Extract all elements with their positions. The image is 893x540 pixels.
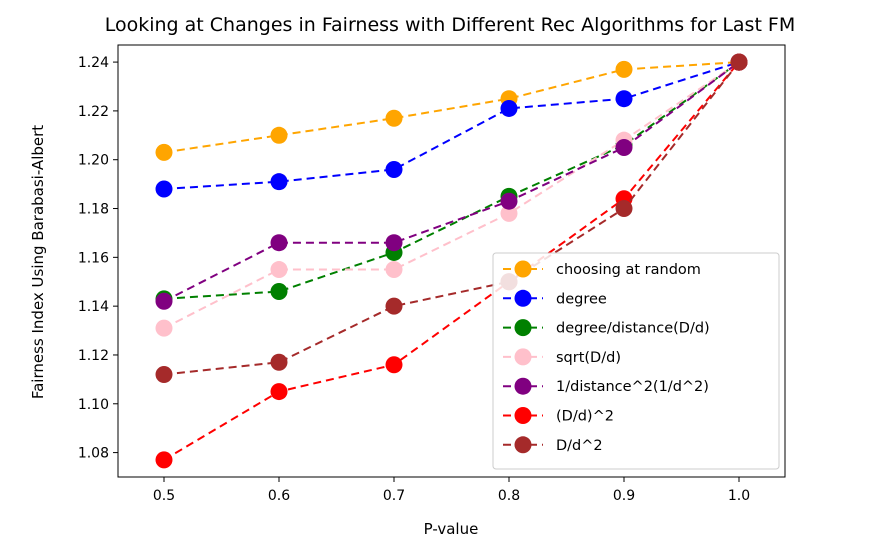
data-point [155,143,173,161]
legend-marker [514,348,532,366]
data-point [270,383,288,401]
x-tick-label: 0.9 [613,488,635,504]
series-line [163,61,740,154]
legend-entry: degree [503,289,607,307]
data-point [385,297,403,315]
y-tick-label: 1.16 [78,250,109,266]
data-point [385,356,403,374]
data-point [270,126,288,144]
data-point [500,192,518,210]
x-axis-label: P-value [424,520,479,538]
data-point [155,451,173,469]
x-axis: 0.5 0.6 0.7 0.8 0.9 1.0 [153,477,750,504]
y-axis: 1.08 1.10 1.12 1.14 1.16 1.18 1.20 1.22 1.24 [78,55,118,462]
y-tick-label: 1.18 [78,202,109,218]
legend-label: choosing at random [556,262,701,278]
series-line [163,61,740,461]
legend-entry: 1/distance^2(1/d^2) [503,377,709,395]
data-point [615,200,633,218]
chart-title: Looking at Changes in Fairness with Diff… [105,14,796,36]
data-point [155,319,173,337]
legend-marker [514,377,532,395]
data-point [385,261,403,279]
series-line [163,61,740,303]
series-line [163,61,740,300]
legend-box [492,252,780,470]
legend-entry: sqrt(D/d) [503,348,621,366]
y-tick-label: 1.08 [78,446,109,462]
x-tick-label: 0.8 [498,488,520,504]
x-tick-label: 0.7 [383,488,405,504]
series-line [163,61,740,190]
x-tick-label: 0.6 [268,488,290,504]
legend-label: degree [556,291,607,307]
legend-entry: (D/d)^2 [503,407,614,425]
legend-label: degree/distance(D/d) [556,321,710,337]
data-point [270,173,288,191]
series-line [163,61,740,376]
series-layer [155,53,748,469]
data-point [615,139,633,157]
data-point [615,90,633,108]
x-tick-label: 1.0 [728,488,750,504]
y-tick-label: 1.12 [78,348,109,364]
y-tick-label: 1.24 [78,55,109,71]
data-point [270,234,288,252]
x-tick-label: 0.5 [153,488,175,504]
legend-entry: degree/distance(D/d) [503,319,710,337]
y-tick-label: 1.22 [78,104,109,120]
y-tick-label: 1.10 [78,397,109,413]
legend-marker [514,289,532,307]
legend-marker [514,407,532,424]
legend: choosing at random degree degree/distance(… [492,252,780,470]
legend-entry: choosing at random [503,260,701,278]
data-point [155,365,173,383]
legend-label: D/d^2 [556,438,603,454]
series-line [163,61,740,330]
data-point [385,160,403,178]
data-point [615,60,633,78]
data-point [500,204,518,222]
legend-marker [514,260,532,278]
data-point [155,180,173,198]
legend-marker [514,319,532,337]
data-point [385,109,403,127]
y-tick-label: 1.20 [78,153,109,169]
legend-label: (D/d)^2 [556,409,614,425]
legend-marker [514,436,532,454]
data-point [270,353,288,371]
y-axis-label: Fairness Index Using Barabasi-Albert [29,125,47,399]
legend-label: sqrt(D/d) [556,350,621,366]
data-point [155,292,173,310]
legend-entry: D/d^2 [503,436,603,454]
y-tick-label: 1.14 [78,299,109,315]
data-point [385,234,403,252]
data-point [730,53,748,71]
legend-label: 1/distance^2(1/d^2) [556,379,709,395]
data-point [270,261,288,279]
data-point [270,283,288,301]
data-point [500,99,518,117]
